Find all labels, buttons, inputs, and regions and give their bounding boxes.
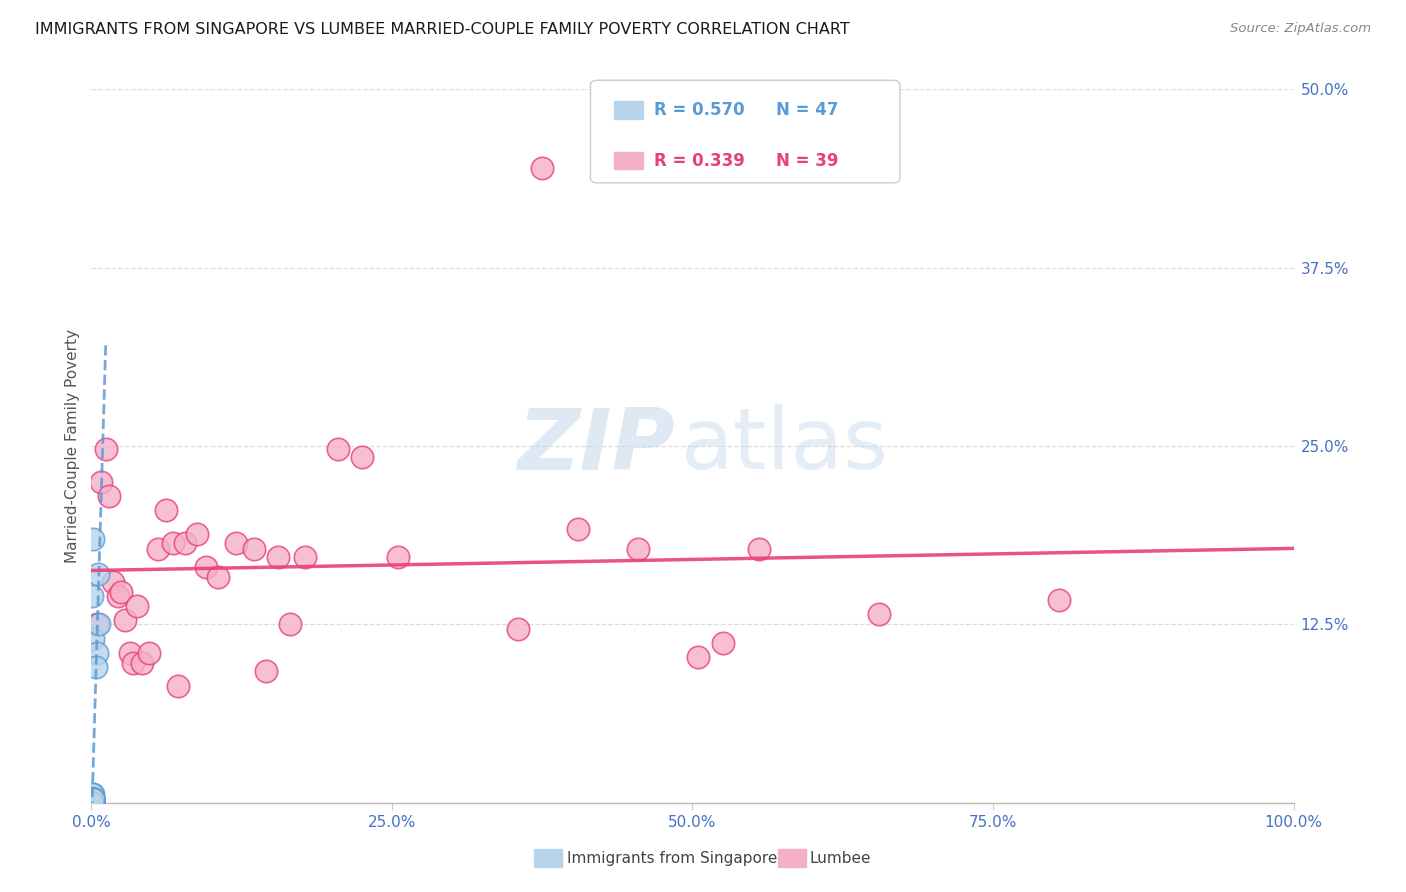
Point xyxy=(350,450,373,465)
Point xyxy=(531,161,554,175)
Point xyxy=(82,796,104,810)
Point xyxy=(82,791,104,805)
Point xyxy=(225,536,247,550)
Text: N = 39: N = 39 xyxy=(776,152,838,169)
Point xyxy=(508,622,530,636)
Point xyxy=(82,791,104,805)
Point xyxy=(86,646,108,660)
Point xyxy=(82,796,104,810)
Point xyxy=(294,550,316,565)
Point xyxy=(387,550,409,565)
Point xyxy=(101,574,124,589)
Point xyxy=(82,791,104,805)
Text: Source: ZipAtlas.com: Source: ZipAtlas.com xyxy=(1230,22,1371,36)
Point xyxy=(82,796,104,810)
Point xyxy=(82,796,104,810)
Point xyxy=(82,632,104,646)
Point xyxy=(254,665,277,679)
Point xyxy=(162,536,184,550)
Point xyxy=(207,570,229,584)
Point xyxy=(82,796,104,810)
Point xyxy=(194,560,217,574)
Point xyxy=(125,599,148,613)
Point xyxy=(82,796,104,810)
Point xyxy=(87,617,110,632)
Point xyxy=(82,796,104,810)
Point xyxy=(138,646,160,660)
Point xyxy=(627,541,650,556)
Text: N = 47: N = 47 xyxy=(776,101,838,119)
Point xyxy=(278,617,301,632)
Point xyxy=(711,636,734,650)
Point xyxy=(186,527,208,541)
Point xyxy=(242,541,264,556)
Point xyxy=(86,617,108,632)
Point xyxy=(82,796,104,810)
Point xyxy=(114,613,136,627)
Point xyxy=(82,796,104,810)
Point xyxy=(82,796,104,810)
Point xyxy=(267,550,290,565)
Point xyxy=(688,650,710,665)
Point xyxy=(1047,593,1070,607)
Point xyxy=(82,796,104,810)
Point xyxy=(567,522,589,536)
Y-axis label: Married-Couple Family Poverty: Married-Couple Family Poverty xyxy=(65,329,80,563)
Text: R = 0.570: R = 0.570 xyxy=(654,101,744,119)
Point xyxy=(155,503,177,517)
Point xyxy=(748,541,770,556)
Point xyxy=(82,787,104,801)
Point xyxy=(82,796,104,810)
Point xyxy=(146,541,169,556)
Point xyxy=(82,796,104,810)
Point xyxy=(868,607,890,622)
Text: Lumbee: Lumbee xyxy=(810,851,872,865)
Point xyxy=(82,796,104,810)
Point xyxy=(131,656,153,670)
Text: Immigrants from Singapore: Immigrants from Singapore xyxy=(567,851,778,865)
Point xyxy=(82,791,104,805)
Text: R = 0.339: R = 0.339 xyxy=(654,152,745,169)
Point xyxy=(174,536,197,550)
Point xyxy=(82,796,104,810)
Point xyxy=(82,796,104,810)
Point xyxy=(82,589,104,603)
Point xyxy=(84,660,107,674)
Point xyxy=(82,796,104,810)
Point xyxy=(82,791,104,805)
Point xyxy=(82,796,104,810)
Text: ZIP: ZIP xyxy=(517,404,675,488)
Point xyxy=(98,489,121,503)
Point xyxy=(82,787,104,801)
Point xyxy=(90,475,112,489)
Point xyxy=(87,567,110,582)
Point xyxy=(82,791,104,805)
Text: atlas: atlas xyxy=(681,404,889,488)
Point xyxy=(82,796,104,810)
Point xyxy=(118,646,141,660)
Point xyxy=(110,584,132,599)
Point xyxy=(82,796,104,810)
Point xyxy=(107,589,129,603)
Point xyxy=(82,796,104,810)
Point xyxy=(82,796,104,810)
Point xyxy=(82,532,104,546)
Point xyxy=(167,679,190,693)
Text: IMMIGRANTS FROM SINGAPORE VS LUMBEE MARRIED-COUPLE FAMILY POVERTY CORRELATION CH: IMMIGRANTS FROM SINGAPORE VS LUMBEE MARR… xyxy=(35,22,849,37)
Point xyxy=(82,796,104,810)
Point xyxy=(82,791,104,805)
Point xyxy=(122,656,145,670)
Point xyxy=(82,791,104,805)
Point xyxy=(82,796,104,810)
Point xyxy=(82,796,104,810)
Point xyxy=(326,442,349,456)
Point xyxy=(82,791,104,805)
Point xyxy=(82,791,104,805)
Point xyxy=(82,796,104,810)
Point xyxy=(82,791,104,805)
Point xyxy=(82,791,104,805)
Point xyxy=(94,442,117,456)
